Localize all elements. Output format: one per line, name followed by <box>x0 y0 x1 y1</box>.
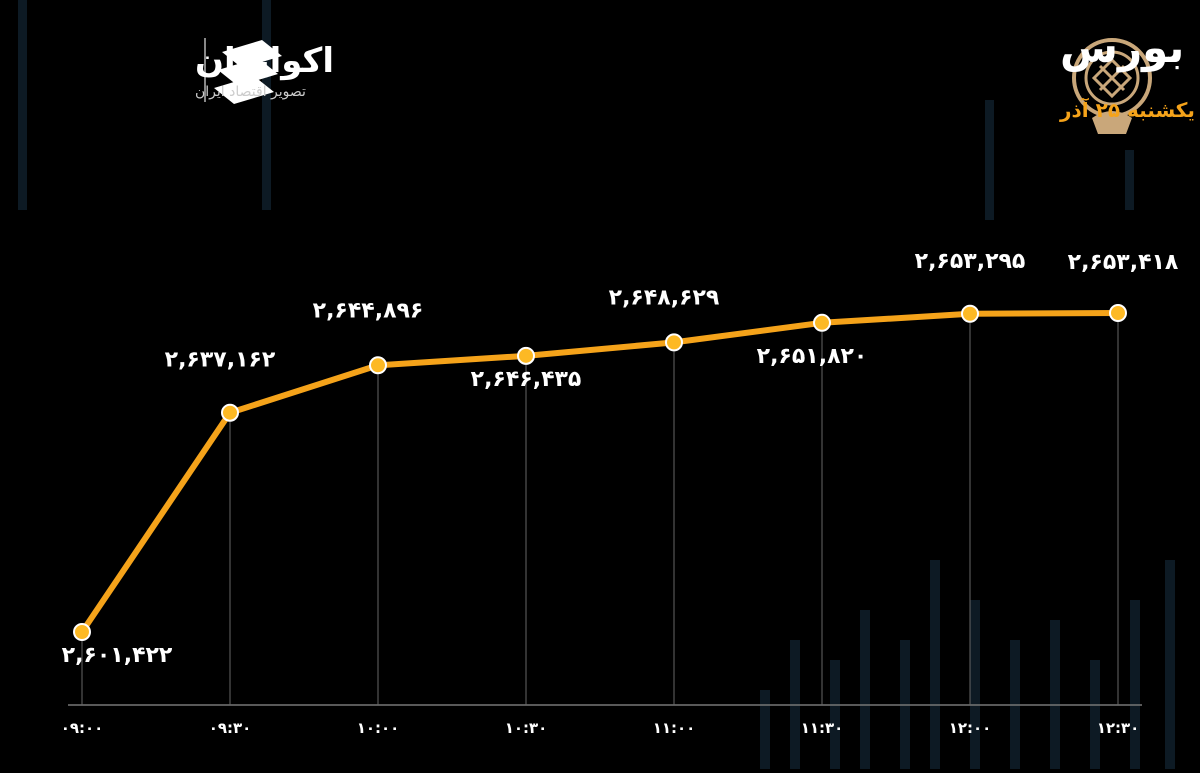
marker <box>1109 304 1127 322</box>
value-label: ۲,۶۴۴,۸۹۶ <box>313 298 424 323</box>
x-tick-label: ۱۰:۳۰ <box>505 719 548 737</box>
brand-tagline: تصویر اقتصاد ایران <box>195 84 306 100</box>
marker <box>369 356 387 375</box>
background-bars <box>18 0 1175 769</box>
value-label: ۲,۶۵۳,۲۹۵ <box>915 249 1026 274</box>
marker <box>73 623 91 641</box>
value-label: ۲,۶۳۷,۱۶۲ <box>165 348 276 373</box>
marker <box>961 304 979 323</box>
x-tick-label: ۱۱:۳۰ <box>801 719 844 737</box>
marker <box>221 403 239 422</box>
exchange-logo <box>1072 38 1152 134</box>
brand-name: اکوایران <box>195 41 334 81</box>
subtitle: یکشنبه ۲۵ آذر <box>1059 97 1195 122</box>
value-label: ۲,۶۴۶,۴۳۵ <box>471 367 582 392</box>
title: روند شاخص کل بورس <box>1060 23 1200 73</box>
marker <box>665 333 683 352</box>
brand-logo <box>204 38 282 104</box>
x-tick-label: ۱۰:۰۰ <box>357 719 400 737</box>
marker <box>517 346 535 365</box>
x-tick-label: ۱۱:۰۰ <box>653 719 696 737</box>
line <box>79 310 1119 634</box>
x-tick-label: ۱۲:۳۰ <box>1097 719 1140 737</box>
x-tick-label: ۰۹:۳۰ <box>209 719 252 737</box>
value-label: ۲,۶۴۸,۶۲۹ <box>609 285 720 310</box>
value-label: ۲,۶۵۱,۸۲۰ <box>757 344 868 369</box>
value-label: ۲,۶۵۳,۴۱۸ <box>1068 250 1179 275</box>
value-label: ۲,۶۰۱,۴۲۲ <box>62 643 173 668</box>
x-tick-label: ۱۲:۰۰ <box>949 719 992 737</box>
x-tick-label: ۰۹:۰۰ <box>61 719 104 737</box>
marker <box>813 313 831 332</box>
